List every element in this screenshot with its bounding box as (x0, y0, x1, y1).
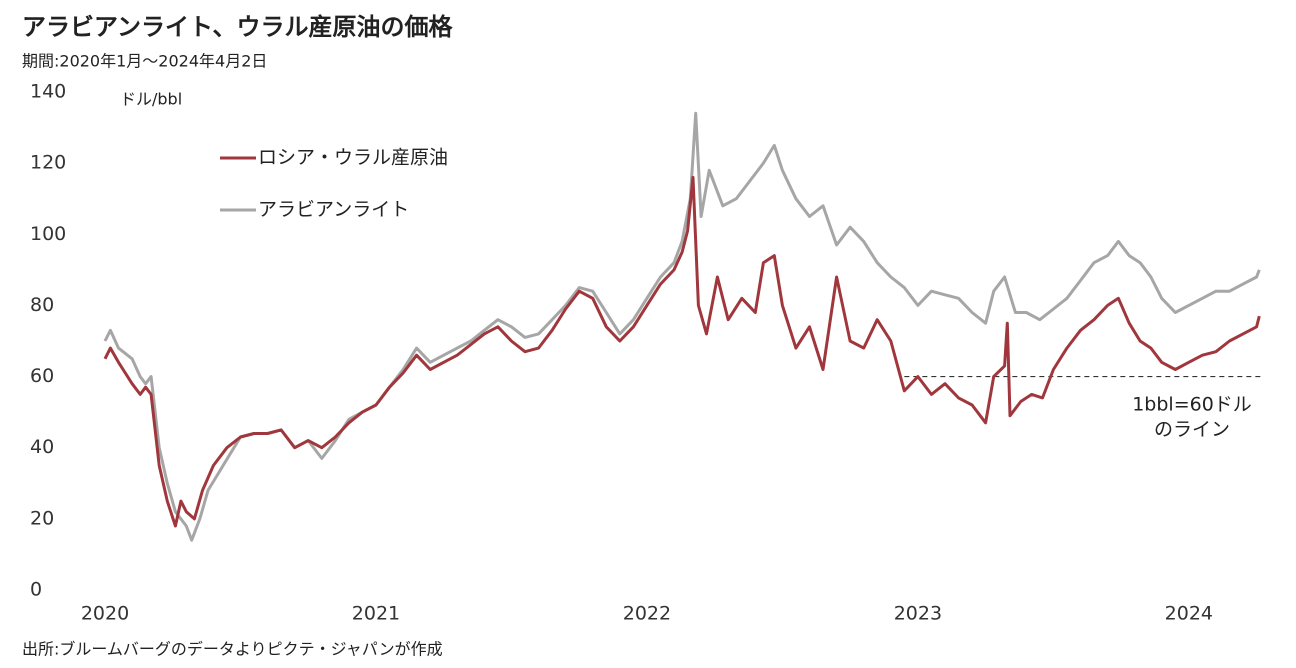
series-line (103, 175, 1261, 528)
y-tick-label: 40 (30, 436, 54, 458)
annotation: 1bbl=60ドル (1132, 394, 1252, 416)
x-tick-label: 2023 (894, 603, 942, 625)
legend-label: アラビアンライト (258, 199, 409, 221)
y-tick-label: 0 (30, 579, 42, 601)
subtitle: 期間:2020年1月～2024年4月2日 (22, 52, 267, 71)
source: 出所:ブルームバーグのデータよりピクテ・ジャパンが作成 (22, 640, 443, 659)
x-tick-label: 2022 (623, 603, 671, 625)
chart-title: アラビアンライト、ウラル産原油の価格 (22, 13, 454, 41)
y-tick-label: 100 (30, 223, 66, 245)
legend-label: ロシア・ウラル産原油 (258, 147, 448, 169)
annotation: のライン (1154, 419, 1230, 441)
y-unit: ドル/bbl (120, 90, 182, 109)
y-tick-label: 140 (30, 81, 66, 103)
y-tick-label: 120 (30, 152, 66, 174)
x-tick-label: 2020 (81, 603, 129, 625)
x-tick-label: 2021 (352, 603, 400, 625)
y-tick-label: 60 (30, 365, 54, 387)
x-tick-label: 2024 (1165, 603, 1213, 625)
y-tick-label: 80 (30, 294, 54, 316)
y-tick-label: 20 (30, 507, 54, 529)
